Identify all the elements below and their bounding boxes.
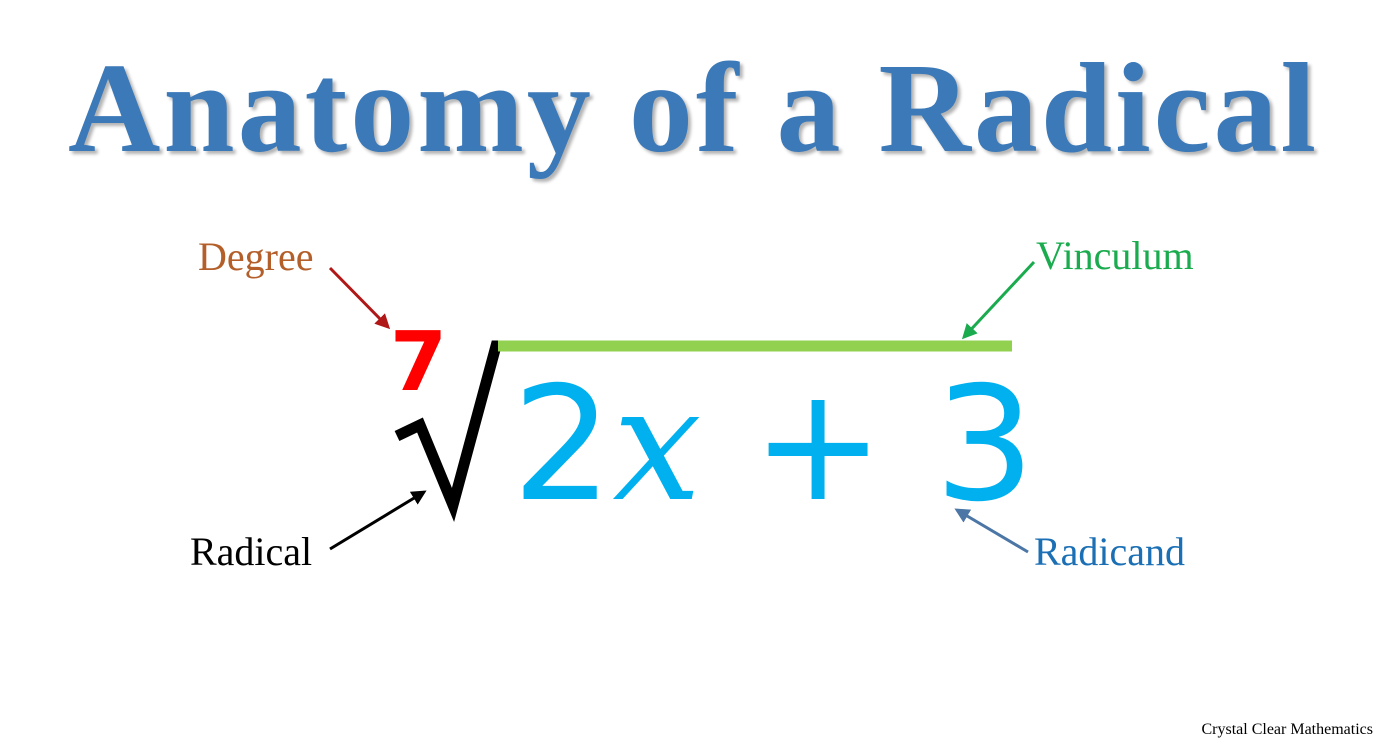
radicand-arrow bbox=[957, 510, 1028, 552]
vinculum-arrow bbox=[964, 262, 1034, 337]
degree-arrow bbox=[330, 268, 388, 327]
radical-sign bbox=[397, 346, 502, 505]
footer-credit: Crystal Clear Mathematics bbox=[1201, 720, 1373, 740]
radical-arrow bbox=[330, 492, 424, 549]
